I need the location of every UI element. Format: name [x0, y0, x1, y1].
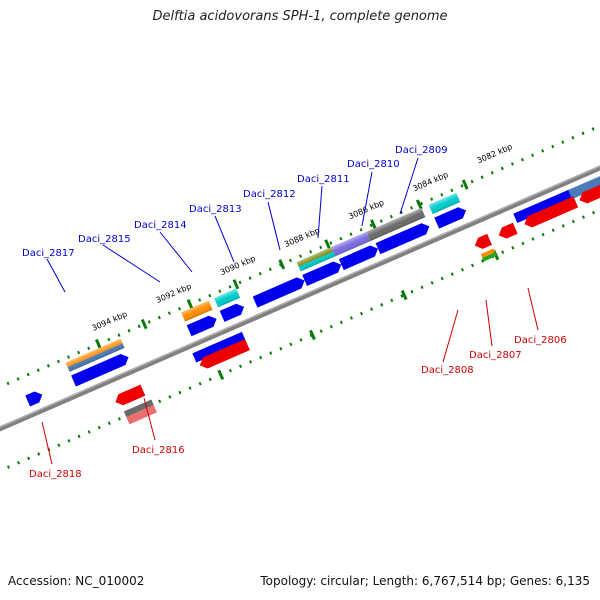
- leader-line: [41, 421, 53, 465]
- backbone-highlight: [0, 96, 600, 498]
- gene-arrow-daci-2808[interactable]: [472, 233, 492, 251]
- gene-arrow-daci-2806[interactable]: [522, 196, 579, 229]
- leader-line: [527, 287, 539, 331]
- major-tick: [461, 179, 469, 190]
- leader-line: [46, 258, 66, 293]
- major-tick: [309, 329, 316, 341]
- cds-arrow[interactable]: [513, 189, 573, 223]
- leader-line: [442, 309, 459, 363]
- major-tick: [400, 289, 408, 301]
- gene-label-daci-2807[interactable]: Daci_2807: [469, 350, 522, 361]
- gene-arrow-daci-2818[interactable]: [113, 384, 146, 408]
- gene-label-daci-2817[interactable]: Daci_2817: [22, 248, 75, 259]
- major-tick: [278, 259, 286, 270]
- major-tick: [140, 318, 148, 330]
- leader-line: [159, 231, 193, 273]
- kbp-label: 3090 kbp: [219, 254, 257, 277]
- forward-label-lines: [46, 157, 419, 293]
- leader-line: [399, 157, 419, 215]
- leader-line: [361, 171, 373, 227]
- misc-feature-gray[interactable]: [123, 399, 154, 417]
- leader-line: [102, 244, 161, 283]
- leader-line: [214, 215, 235, 263]
- gene-label-daci-2810[interactable]: Daci_2810: [347, 159, 400, 170]
- gene-label-daci-2808[interactable]: Daci_2808: [421, 365, 474, 376]
- misc-feature-green[interactable]: [482, 252, 497, 262]
- kbp-label: 3094 kbp: [90, 310, 128, 333]
- kbp-label: 3082 kbp: [476, 142, 514, 165]
- gene-label-daci-2815[interactable]: Daci_2815: [78, 234, 131, 245]
- map-title: Delftia acidovorans SPH-1, complete geno…: [152, 9, 448, 24]
- misc-feature-pink[interactable]: [126, 405, 157, 425]
- gene-label-daci-2814[interactable]: Daci_2814: [134, 220, 187, 231]
- gene-label-daci-2818[interactable]: Daci_2818: [29, 469, 82, 480]
- gene-arrow-daci-2816[interactable]: [197, 339, 250, 371]
- gene-label-daci-2812[interactable]: Daci_2812: [243, 189, 296, 200]
- genome-summary-text: Topology: circular; Length: 6,767,514 bp…: [260, 574, 590, 588]
- cds-arrow[interactable]: [25, 389, 44, 407]
- reverse-label-lines: [41, 287, 539, 465]
- forward-gene-row: [65, 192, 461, 372]
- backbone-line: [0, 96, 600, 501]
- cds-arrow[interactable]: [192, 331, 246, 363]
- cds-arrow[interactable]: [302, 259, 343, 287]
- gene-arrow-daci-2807[interactable]: [496, 222, 518, 241]
- kbp-label: 3092 kbp: [155, 282, 193, 305]
- major-tick: [186, 299, 194, 310]
- gene-label-daci-2811[interactable]: Daci_2811: [297, 174, 350, 185]
- forward-cds-row: [25, 205, 468, 407]
- leader-line: [143, 397, 156, 441]
- major-tick: [217, 369, 225, 380]
- gene-label-daci-2806[interactable]: Daci_2806: [514, 335, 567, 346]
- gene-arrow-daci-2806b[interactable]: [577, 178, 600, 206]
- cds-arrow[interactable]: [71, 352, 131, 387]
- kbp-label: 3084 kbp: [411, 170, 449, 193]
- inner-scale-line: [0, 133, 600, 535]
- major-tick: [232, 279, 240, 290]
- gene-label-daci-2809[interactable]: Daci_2809: [395, 145, 448, 156]
- cds-arrow[interactable]: [252, 275, 307, 308]
- major-tick: [324, 239, 331, 250]
- cds-arrow[interactable]: [434, 205, 468, 229]
- gene-label-daci-2813[interactable]: Daci_2813: [189, 204, 242, 215]
- cds-arrow[interactable]: [338, 243, 380, 271]
- misc-feature-orange[interactable]: [480, 248, 496, 258]
- reverse-cds-row: [192, 173, 600, 363]
- gene-label-daci-2816[interactable]: Daci_2816: [132, 445, 185, 456]
- major-tick: [415, 199, 423, 210]
- cds-arrow[interactable]: [568, 173, 600, 200]
- major-tick: [370, 219, 377, 230]
- kbp-label: 3088 kbp: [283, 226, 321, 249]
- leader-line: [317, 185, 323, 239]
- major-tick: [94, 338, 102, 350]
- leader-line: [485, 299, 493, 347]
- cds-arrow[interactable]: [375, 221, 432, 255]
- cds-arrow[interactable]: [186, 313, 219, 337]
- cds-arrow[interactable]: [219, 301, 247, 322]
- reverse-gene-row: [113, 178, 600, 408]
- leader-line: [267, 201, 281, 251]
- accession-text: Accession: NC_010002: [8, 574, 145, 588]
